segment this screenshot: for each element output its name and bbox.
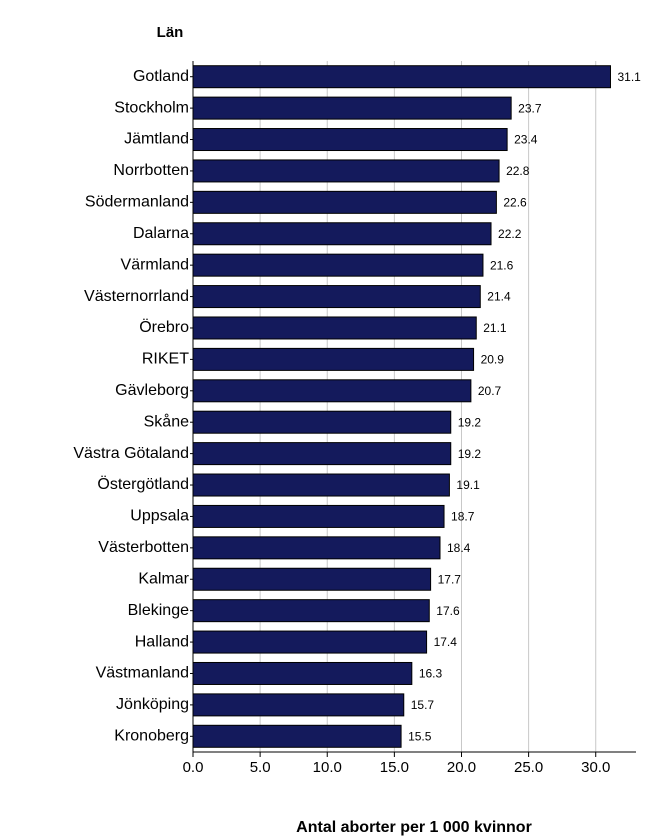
y-tick-label: Västerbotten: [98, 539, 189, 556]
y-tick-label: Uppsala: [130, 508, 189, 525]
x-tick-label: 10.0: [313, 759, 342, 776]
bar: [192, 661, 413, 685]
value-label: 21.4: [487, 290, 511, 304]
x-tick-label: 25.0: [514, 759, 543, 776]
value-label: 16.3: [419, 667, 443, 681]
y-tick-label: Västmanland: [96, 665, 189, 682]
bar: [192, 693, 405, 717]
bar: [192, 567, 432, 591]
y-tick-label: Blekinge: [128, 602, 189, 619]
y-tick-label: Örebro: [139, 318, 189, 336]
value-label: 19.2: [458, 415, 482, 429]
value-label: 21.1: [483, 321, 507, 335]
x-tick-label: 15.0: [380, 759, 409, 776]
value-label: 17.7: [438, 572, 462, 586]
bar: [192, 316, 477, 340]
value-label: 19.1: [456, 478, 480, 492]
bar: [192, 536, 441, 560]
y-tick-label: Dalarna: [133, 225, 189, 242]
bar: [192, 410, 452, 434]
x-tick-label: 20.0: [447, 759, 476, 776]
bar: [192, 599, 430, 623]
bar: [192, 65, 611, 89]
bar: [192, 504, 445, 528]
bar: [192, 630, 428, 654]
x-tick-label: 0.0: [183, 759, 204, 776]
y-tick-label: Värmland: [121, 256, 189, 273]
y-tick-label: Gotland: [133, 68, 189, 85]
value-label: 22.6: [503, 196, 527, 210]
value-label: 19.2: [458, 447, 482, 461]
y-tick-label: Skåne: [144, 412, 189, 430]
y-axis-title: Län: [157, 24, 184, 41]
value-label: 23.7: [518, 101, 542, 115]
y-tick-label: Västernorrland: [84, 288, 189, 305]
value-label: 23.4: [514, 133, 538, 147]
value-label: 31.1: [617, 70, 641, 84]
x-tick-label: 5.0: [250, 759, 271, 776]
bar: [192, 190, 497, 214]
value-label: 22.8: [506, 164, 530, 178]
y-tick-label: Kalmar: [138, 570, 189, 587]
y-tick-label: Jämtland: [124, 131, 189, 148]
y-tick-label: Norrbotten: [113, 162, 189, 179]
value-label: 21.6: [490, 258, 514, 272]
bar: [192, 222, 492, 246]
bar: [192, 724, 402, 748]
y-tick-label: Halland: [135, 633, 189, 650]
x-axis-title: Antal aborter per 1 000 kvinnor: [296, 819, 532, 836]
value-label: 18.7: [451, 510, 475, 524]
y-tick-label: Södermanland: [85, 194, 189, 211]
y-tick-label: RIKET: [142, 351, 189, 368]
y-tick-label: Stockholm: [114, 99, 189, 116]
bar: [192, 442, 452, 466]
bar: [192, 473, 450, 497]
value-label: 18.4: [447, 541, 471, 555]
value-label: 17.4: [434, 635, 458, 649]
bar: [192, 96, 512, 120]
value-label: 15.5: [408, 729, 432, 743]
bar: [192, 379, 472, 403]
value-label: 17.6: [436, 604, 460, 618]
y-tick-label: Kronoberg: [114, 728, 189, 745]
y-tick-label: Östergötland: [97, 475, 189, 493]
x-tick-label: 30.0: [581, 759, 610, 776]
y-tick-label: Jönköping: [116, 696, 189, 713]
bar: [192, 128, 508, 152]
y-tick-label: Gävleborg: [115, 382, 189, 399]
bar: [192, 253, 484, 277]
value-label: 20.9: [481, 353, 505, 367]
bar: [192, 285, 481, 309]
y-tick-label: Västra Götaland: [73, 445, 189, 462]
bar: [192, 159, 500, 183]
bar: [192, 347, 475, 371]
value-label: 22.2: [498, 227, 522, 241]
value-label: 15.7: [411, 698, 435, 712]
value-label: 20.7: [478, 384, 502, 398]
